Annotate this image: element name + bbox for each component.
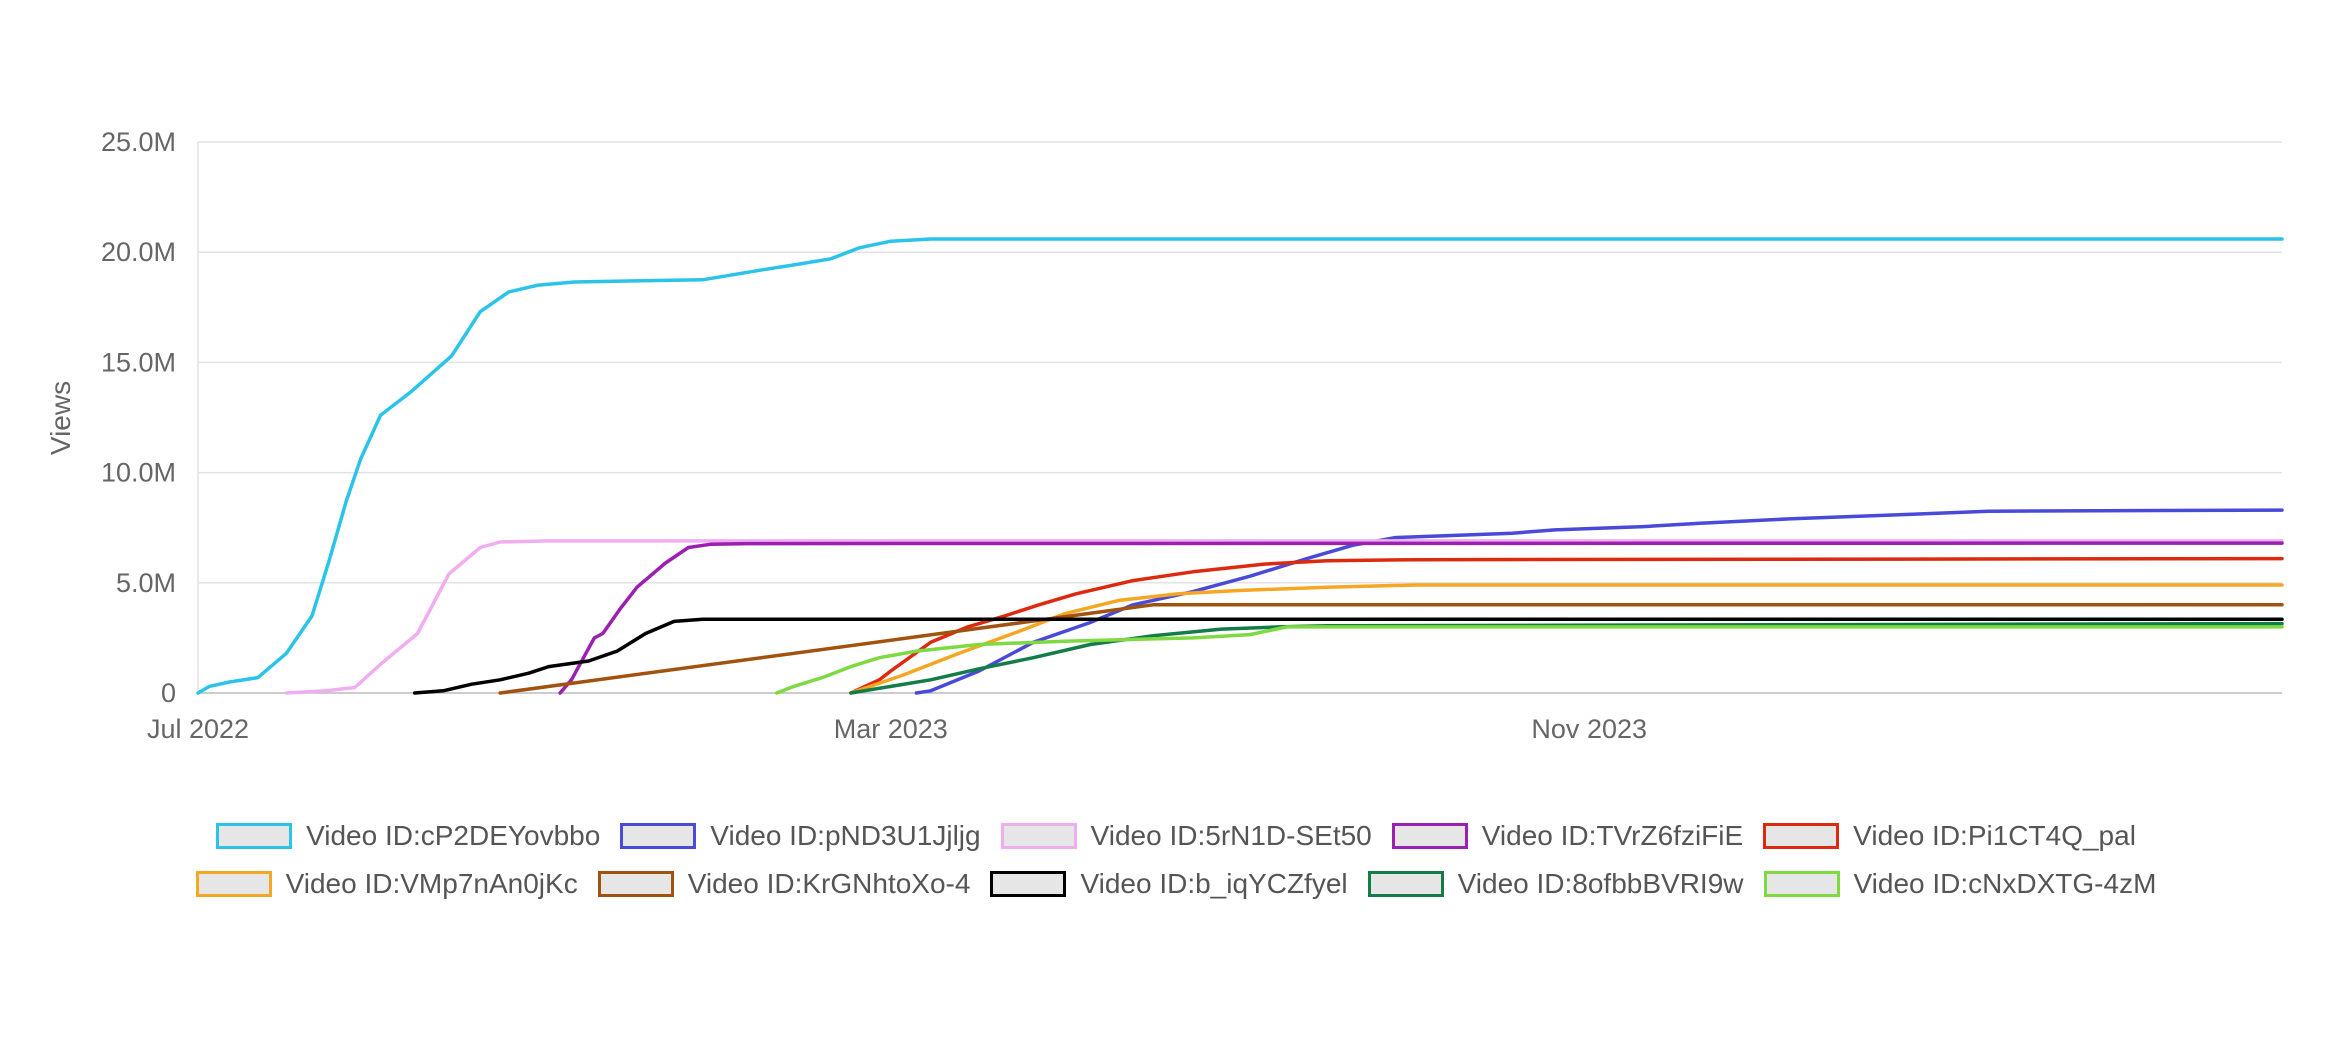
series-line[interactable] (412, 617, 2284, 695)
y-tick-label: 5.0M (116, 568, 176, 598)
series-line[interactable] (196, 237, 2284, 695)
legend-label: Video ID:8ofbbBVRI9w (1457, 868, 1744, 899)
legend-swatch (1367, 871, 1444, 897)
x-tick-label: Jul 2022 (147, 714, 249, 744)
legend-swatch (1000, 823, 1077, 849)
legend-item[interactable]: Video ID:KrGNhtoXo-4 (597, 868, 971, 900)
plot-area: 0 5.0M 10.0M 15.0M 20.0M 25.0M Jul 2022 Mar 20… (45, 127, 2284, 744)
series-line[interactable] (849, 583, 2284, 695)
legend-swatch (620, 823, 697, 849)
legend-item[interactable]: Video ID:cNxDXTG-4zM (1763, 868, 2157, 900)
x-axis: Jul 2022 Mar 2023 Nov 2023 (147, 714, 1647, 744)
legend-item[interactable]: Video ID:pND3U1Jjljg (620, 820, 981, 852)
legend-label: Video ID:5rN1D-SEt50 (1090, 820, 1372, 851)
series-lines (196, 237, 2284, 695)
legend-item[interactable]: Video ID:5rN1D-SEt50 (1000, 820, 1372, 852)
legend-swatch (990, 871, 1067, 897)
series-line[interactable] (774, 625, 2284, 695)
y-tick-label: 20.0M (101, 237, 176, 267)
legend-swatch (1391, 823, 1468, 849)
legend-row: Video ID:VMp7nAn0jKc Video ID:KrGNhtoXo-4… (0, 860, 2352, 908)
x-tick-label: Nov 2023 (1531, 714, 1647, 744)
legend-swatch (597, 871, 674, 897)
legend-swatch (195, 871, 272, 897)
y-tick-label: 10.0M (101, 458, 176, 488)
legend-label: Video ID:VMp7nAn0jKc (285, 868, 578, 899)
x-tick-label: Mar 2023 (834, 714, 948, 744)
legend-label: Video ID:KrGNhtoXo-4 (687, 868, 971, 899)
y-axis-title: Views (45, 381, 76, 455)
legend-swatch (1763, 823, 1840, 849)
legend-label: Video ID:b_iqYCZfyel (1080, 868, 1348, 899)
legend-label: Video ID:Pi1CT4Q_pal (1853, 820, 2136, 851)
legend-item[interactable]: Video ID:cP2DEYovbbo (216, 820, 600, 852)
legend-item[interactable]: Video ID:b_iqYCZfyel (990, 868, 1348, 900)
y-tick-label: 25.0M (101, 127, 176, 157)
legend-item[interactable]: Video ID:TVrZ6fziFiE (1391, 820, 1744, 852)
series-line[interactable] (849, 621, 2284, 695)
gridlines (197, 141, 2282, 694)
legend: Video ID:cP2DEYovbbo Video ID:pND3U1Jjljg… (0, 812, 2352, 908)
series-line[interactable] (498, 603, 2284, 695)
legend-swatch (216, 823, 293, 849)
legend-swatch (1763, 871, 1840, 897)
y-tick-label: 0 (161, 678, 176, 708)
legend-label: Video ID:TVrZ6fziFiE (1481, 820, 1744, 851)
series-line[interactable] (284, 539, 2284, 695)
series-line[interactable] (558, 541, 2284, 695)
legend-row: Video ID:cP2DEYovbbo Video ID:pND3U1Jjljg… (0, 812, 2352, 860)
legend-label: Video ID:pND3U1Jjljg (710, 820, 981, 851)
y-axis: 0 5.0M 10.0M 15.0M 20.0M 25.0M (101, 127, 176, 708)
legend-item[interactable]: Video ID:8ofbbBVRI9w (1367, 868, 1744, 900)
series-line[interactable] (849, 556, 2284, 695)
legend-label: Video ID:cNxDXTG-4zM (1853, 868, 2157, 899)
legend-label: Video ID:cP2DEYovbbo (306, 820, 601, 851)
y-tick-label: 15.0M (101, 347, 176, 377)
legend-item[interactable]: Video ID:VMp7nAn0jKc (195, 868, 578, 900)
legend-item[interactable]: Video ID:Pi1CT4Q_pal (1763, 820, 2136, 852)
